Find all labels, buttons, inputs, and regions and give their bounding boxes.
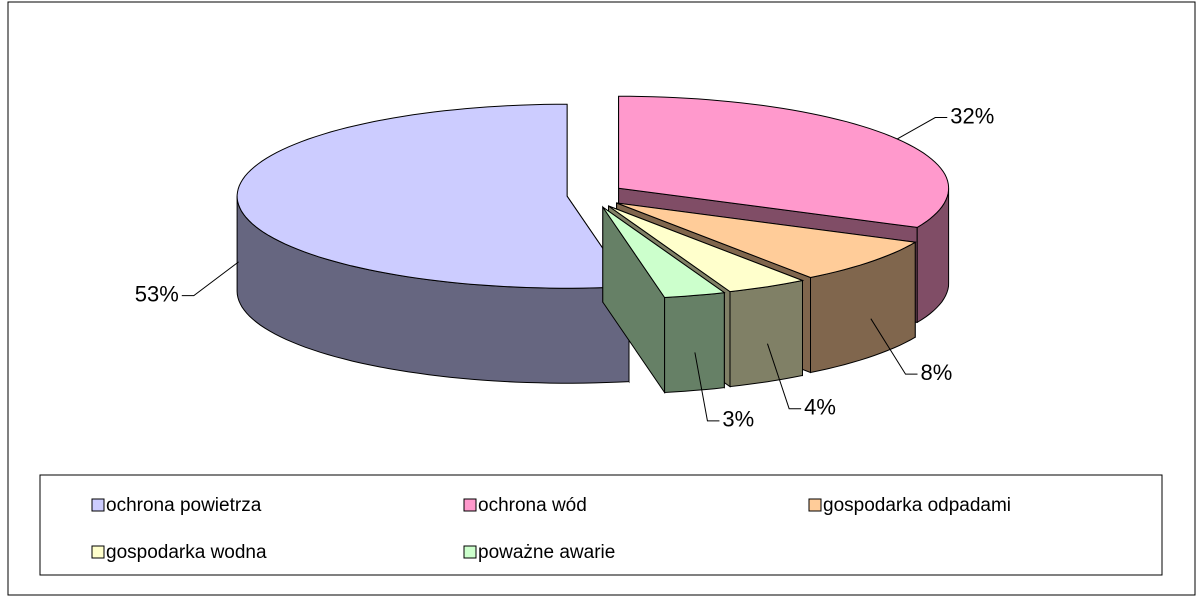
data-label: 3%: [722, 407, 754, 432]
legend-swatch: [91, 498, 105, 512]
slice-outer-side: [664, 292, 725, 394]
leader-line: [694, 352, 720, 422]
legend-label: poważne awarie: [478, 542, 615, 563]
legend-box: [39, 474, 1163, 576]
legend-swatch: [91, 545, 105, 559]
legend-label: gospodarka odpadami: [823, 495, 1011, 516]
slice-top: [602, 206, 726, 299]
slice-top: [236, 103, 630, 289]
leader-line: [766, 343, 802, 410]
legend-label: ochrona wód: [478, 495, 587, 516]
legend-swatch: [463, 545, 477, 559]
leader-line: [181, 261, 239, 297]
leader-line: [897, 117, 948, 140]
slice-outer-side: [729, 279, 803, 388]
slice-top: [608, 205, 805, 293]
legend-label: ochrona powietrza: [106, 495, 262, 516]
pie-slice: [236, 103, 630, 384]
leader-line: [870, 318, 918, 375]
data-label: 4%: [804, 395, 836, 420]
slice-top: [616, 202, 917, 279]
legend-swatch: [808, 498, 822, 512]
pie-slice: [602, 205, 726, 395]
legend-swatch: [463, 498, 477, 512]
legend-label: gospodarka wodna: [106, 542, 267, 563]
data-label: 8%: [921, 360, 953, 385]
data-label: 32%: [950, 103, 994, 128]
data-label: 53%: [135, 281, 179, 306]
